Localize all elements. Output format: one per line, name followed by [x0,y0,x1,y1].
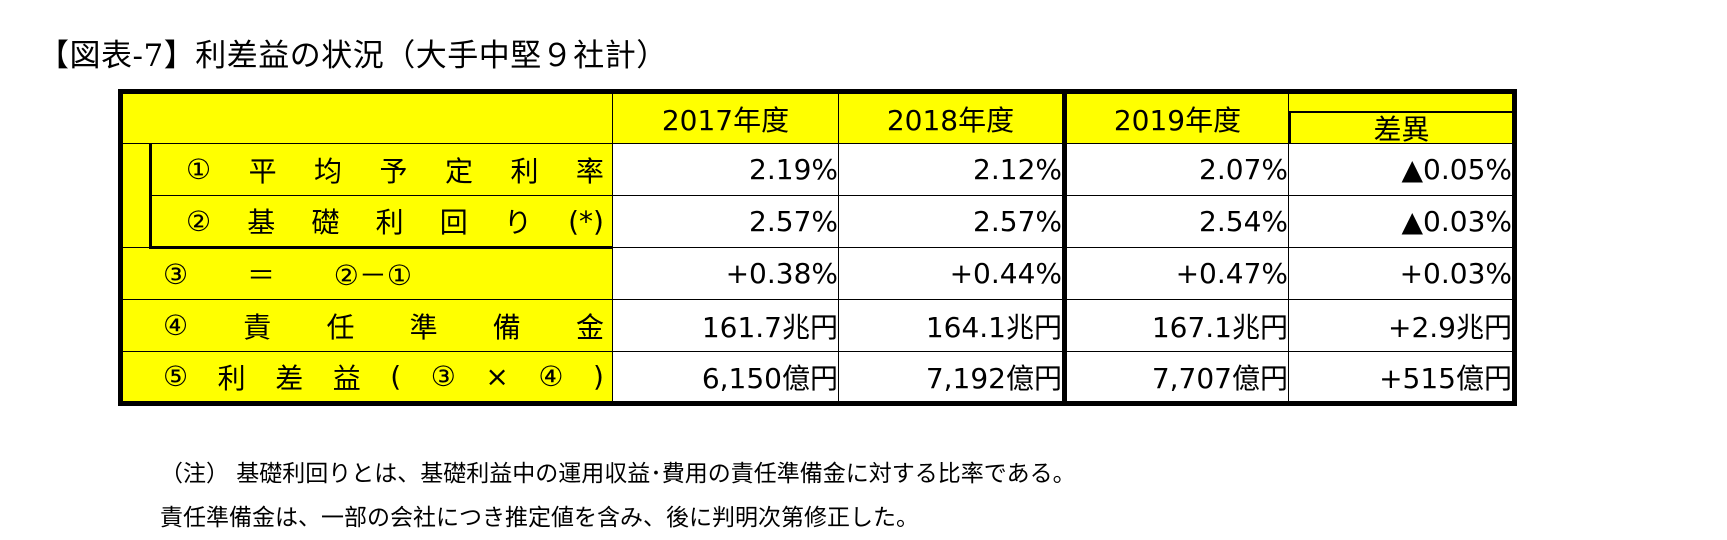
value-cell-diff: ▲0.03% [1288,195,1517,248]
page-title: 【図表-7】利差益の状況（大手中堅９社計） [38,38,668,74]
value-cell-2017: 6,150億円 [612,351,839,406]
row-label-char: 責 [243,310,272,344]
row-label-char: ③ [163,257,189,291]
note-line-1: （注） 基礎利回りとは、基礎利益中の運用収益･費用の責任準備金に対する比率である… [160,461,1076,487]
value-cell-2019: +0.47% [1062,247,1289,300]
header-diff: 差異 [1288,89,1517,146]
value-cell-2017: 2.19% [612,143,839,196]
value-cell-diff: ▲0.05% [1288,143,1517,196]
row-label-char: ( [390,360,402,393]
row-base-yield: ② 基礎利回り (*) 2.57% 2.57% 2.54% ▲0.03% [118,195,1517,249]
row-label-char: 備 [492,310,521,344]
row-label-char: ) [593,360,604,393]
row-label-char: 利 [510,154,539,188]
row-label-char: 差 [275,361,304,395]
row-label-char: 平 [248,154,277,188]
row-label: ② 基 礎 利 回 り (*) [152,196,612,246]
row-label-cell: ③ ＝ ②－① [118,247,613,300]
row-label-char: (*) [568,204,604,238]
value-cell-diff: +0.03% [1288,247,1517,300]
value-cell-2019: 2.54% [1062,195,1289,248]
value-cell-2018: 164.1兆円 [838,299,1065,352]
row-label-char: 定 [444,154,473,188]
notes: （注） 基礎利回りとは、基礎利益中の運用収益･費用の責任準備金に対する比率である… [160,452,1076,540]
header-2019: 2019年度 [1062,89,1289,144]
header-row: 2017年度 2018年度 2019年度 差異 [118,89,1517,146]
row-label-char: 均 [314,154,343,188]
row-interest-margin: ⑤ 利差益 ( ③ × ④) 6,150億円 7,192億円 7,707億円 +515億円 [118,351,1517,406]
row-label-char: ＝ [246,259,275,292]
value-cell-2018: 2.57% [838,195,1065,248]
row-label-char: × [485,360,509,393]
results-table-wrapper: 2017年度 2018年度 2019年度 差異 ① 平均予定利率 2.19% 2.12… [118,89,1517,406]
row-label-char: 任 [326,310,355,344]
value-cell-2018: 2.12% [838,143,1065,196]
value-cell-2019: 2.07% [1062,143,1289,196]
value-cell-2017: 2.57% [612,195,839,248]
row-label-char: 益 [332,361,361,395]
row-label-cell: ⑤ 利差益 ( ③ × ④) [118,351,613,406]
value-cell-2018: 7,192億円 [838,351,1065,406]
header-diff-label: 差異 [1373,113,1430,146]
row-label-char: 礎 [311,206,340,239]
row-average-assumed-rate: ① 平 均 予 定 利 率 2.19% 2.12% 2.07% ▲0.05% [118,143,1517,196]
row-label-char: ① [186,153,212,186]
row-label-char: 金 [575,310,604,344]
row-label-char: ④ [538,360,564,393]
row-label-char: ② [186,204,212,238]
value-cell-diff: +2.9兆円 [1288,299,1517,352]
row-label-char: 率 [575,154,604,188]
row-label-char: ④ [163,309,189,342]
row-label-cell: ① 平 均 予 定 利 率 [150,143,613,196]
row-label-char: 予 [379,154,408,188]
value-cell-2017: +0.38% [612,247,839,300]
value-cell-2019: 7,707億円 [1062,351,1289,406]
row-label-char: 回 [439,206,468,239]
value-cell-diff: +515億円 [1288,351,1517,406]
results-table: 2017年度 2018年度 2019年度 差異 ① 平均予定利率 2.19% 2.12… [118,89,1517,406]
row-label-char: 利 [375,206,404,239]
row-label: ① 平 均 予 定 利 率 [152,144,612,195]
row-label-cell: ② 基 礎 利 回 り (*) [150,195,613,249]
row-label: ③ ＝ ②－① [123,249,612,299]
header-diff-box: 差異 [1289,111,1512,146]
bracket-spacer-cell [118,143,152,196]
row-label-cell: ④ 責 任 準 備 金 [118,299,613,352]
bracket-spacer-cell [118,195,152,248]
value-cell-2017: 161.7兆円 [612,299,839,352]
row-label-char: ②－① [333,259,412,292]
row-label-char: ⑤ [163,360,189,393]
row-label: ④ 責 任 準 備 金 [123,300,612,351]
value-cell-2019: 167.1兆円 [1062,299,1289,352]
header-blank-cell [118,89,613,144]
row-label-char: 利 [217,361,246,395]
value-cell-2018: +0.44% [838,247,1065,300]
header-2018: 2018年度 [838,89,1065,144]
row-label-char: ③ [430,360,456,393]
row-spread: ③ ＝ ②－① +0.38% +0.44% +0.47% +0.03% [118,247,1517,300]
note-line-2: 責任準備金は、一部の会社につき推定値を含み、後に判明次第修正した。 [160,505,919,531]
row-label: ⑤ 利差益 ( ③ × ④) [123,352,612,401]
row-label-char: り [503,206,532,239]
row-policy-reserves: ④ 責 任 準 備 金 161.7兆円 164.1兆円 167.1兆円 +2.9兆円 [118,299,1517,352]
row-label-char: 基 [247,206,276,239]
row-label-char: 準 [409,310,438,344]
header-2017: 2017年度 [612,89,839,144]
